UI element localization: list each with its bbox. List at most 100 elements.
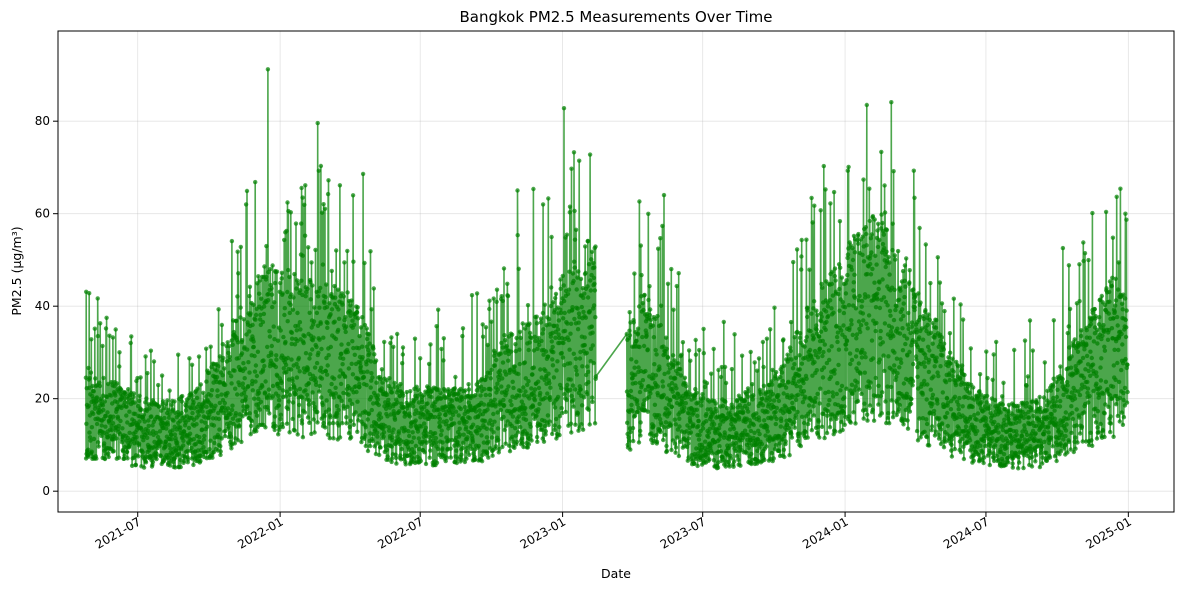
data-point: [648, 307, 653, 312]
data-point: [242, 366, 248, 371]
data-point: [909, 320, 915, 325]
data-point: [1067, 306, 1073, 312]
data-point: [424, 431, 430, 436]
data-point: [562, 363, 567, 368]
data-point: [746, 401, 752, 407]
data-point: [467, 416, 472, 421]
data-point: [1005, 441, 1010, 446]
data-point: [385, 414, 390, 419]
data-point: [286, 267, 291, 273]
data-point: [137, 398, 142, 403]
data-point: [853, 384, 858, 389]
data-point: [491, 296, 496, 301]
data-point: [543, 432, 548, 437]
data-point: [633, 372, 638, 377]
data-point: [327, 388, 332, 394]
data-point: [427, 455, 432, 460]
data-point: [879, 411, 884, 416]
data-point: [487, 371, 493, 376]
data-point: [1070, 410, 1075, 416]
data-point: [297, 413, 302, 419]
data-point: [914, 357, 919, 362]
data-point: [424, 440, 429, 445]
data-point: [661, 192, 667, 198]
data-point: [230, 342, 235, 347]
data-point: [538, 316, 544, 321]
data-point: [765, 429, 770, 434]
data-point: [327, 421, 332, 426]
data-point: [305, 366, 310, 371]
data-point: [312, 305, 317, 310]
data-point: [935, 370, 940, 375]
data-point: [181, 458, 187, 464]
data-point: [757, 418, 762, 423]
data-point: [850, 391, 855, 396]
data-point: [428, 448, 433, 453]
data-point: [797, 373, 802, 378]
data-point: [686, 441, 691, 446]
data-point: [856, 298, 861, 303]
data-point: [998, 410, 1003, 415]
data-point: [423, 461, 429, 467]
data-point: [259, 296, 264, 301]
data-point: [764, 424, 770, 429]
data-point: [1061, 437, 1066, 442]
data-point: [830, 390, 835, 395]
data-point: [589, 324, 594, 329]
data-point: [721, 319, 726, 325]
data-point: [928, 330, 934, 335]
data-point: [95, 296, 100, 301]
data-point: [864, 412, 870, 417]
data-point: [961, 456, 967, 462]
data-point: [350, 193, 356, 198]
data-point: [841, 410, 846, 416]
data-point: [824, 319, 829, 325]
data-point: [682, 395, 687, 401]
data-point: [283, 362, 289, 368]
data-point: [306, 381, 311, 386]
data-point: [667, 410, 672, 415]
data-point: [849, 322, 854, 327]
data-point: [357, 384, 362, 390]
data-point: [177, 418, 183, 424]
data-point: [202, 433, 207, 439]
data-point: [1034, 401, 1040, 406]
data-point: [554, 416, 559, 422]
data-point: [99, 433, 104, 439]
data-point: [912, 305, 918, 310]
data-point: [821, 411, 826, 417]
data-point: [387, 402, 392, 407]
data-point: [662, 425, 667, 430]
data-point: [968, 414, 973, 420]
data-point: [527, 321, 532, 326]
data-point: [243, 394, 248, 399]
data-point: [724, 405, 730, 411]
data-point: [349, 401, 355, 407]
data-point: [179, 410, 184, 416]
data-point: [268, 282, 273, 288]
data-point: [557, 432, 562, 438]
data-point: [942, 308, 947, 314]
data-point: [302, 410, 308, 415]
data-point: [1044, 408, 1049, 413]
data-point: [634, 338, 639, 343]
data-point: [899, 360, 904, 365]
data-point: [350, 372, 356, 377]
data-point: [97, 380, 102, 385]
data-point: [552, 427, 557, 433]
data-point: [803, 429, 808, 435]
data-point: [771, 456, 776, 461]
data-point: [922, 364, 927, 369]
data-point: [951, 369, 956, 374]
data-point: [918, 435, 923, 440]
data-point: [472, 457, 478, 462]
data-point: [672, 441, 678, 446]
data-point: [560, 273, 565, 279]
data-point: [401, 393, 406, 398]
data-point: [208, 393, 214, 398]
data-point: [452, 421, 457, 426]
data-point: [116, 423, 122, 428]
data-point: [870, 356, 876, 361]
data-point: [867, 218, 872, 224]
data-point: [505, 293, 511, 299]
